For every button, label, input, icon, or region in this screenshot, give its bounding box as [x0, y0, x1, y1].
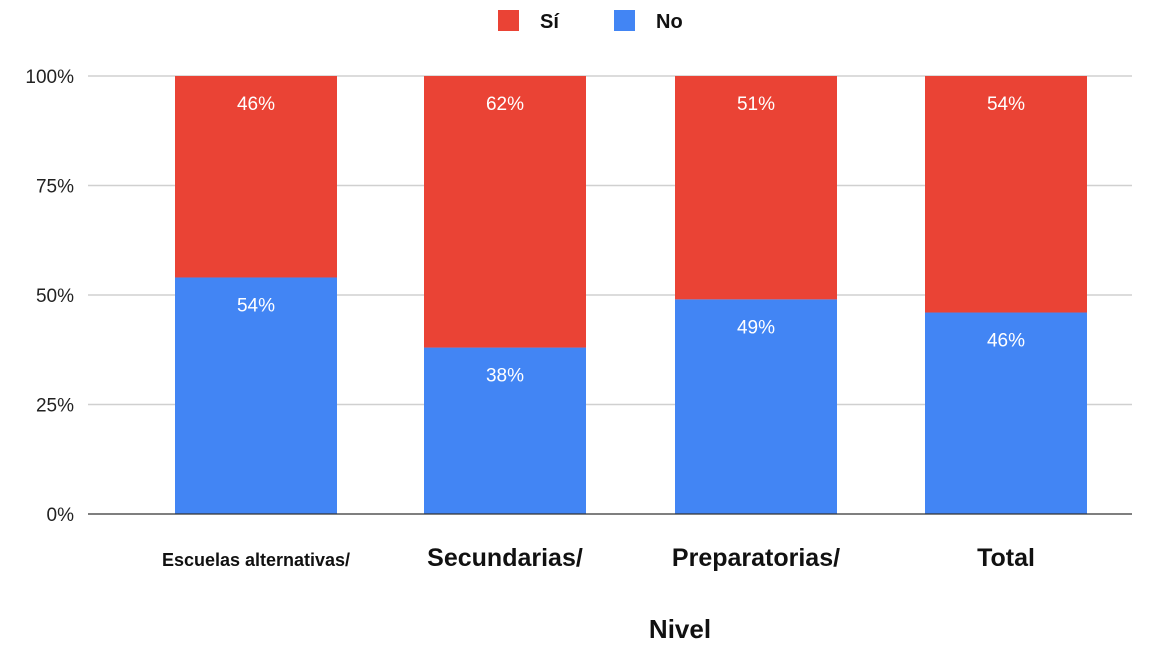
y-tick-label: 0%	[47, 505, 75, 526]
bar-segment-si	[675, 76, 837, 300]
x-tick-label: Secundarias/	[427, 544, 583, 572]
bars	[175, 76, 1087, 514]
x-tick-label: Escuelas alternativas/	[162, 550, 350, 570]
legend-swatch	[498, 10, 519, 31]
bar-segment-no	[675, 299, 837, 514]
bar-labels: 54% 46% 38% 62% 49% 51% 46% 54%	[237, 94, 1025, 387]
data-label: 54%	[237, 295, 275, 316]
bar-segment-no	[925, 312, 1087, 514]
data-label: 54%	[987, 94, 1025, 115]
x-tick-label: Total	[977, 544, 1035, 572]
data-label: 38%	[486, 366, 524, 387]
data-label: 46%	[237, 94, 275, 115]
legend-label: Sí	[540, 11, 560, 33]
legend-swatch	[614, 10, 635, 31]
y-tick-label: 25%	[36, 396, 74, 417]
data-label: 51%	[737, 94, 775, 115]
data-label: 49%	[737, 317, 775, 338]
y-tick-label: 75%	[36, 177, 74, 198]
bar-segment-si	[424, 76, 586, 348]
bar-segment-si	[925, 76, 1087, 313]
y-tick-label: 100%	[25, 67, 74, 88]
x-tick-label: Preparatorias/	[672, 544, 840, 572]
y-tick-label: 50%	[36, 286, 74, 307]
data-label: 62%	[486, 94, 524, 115]
axes: 0% 25% 50% 75% 100% Escuelas alternativas/Sec…	[25, 67, 1132, 572]
legend-label: No	[656, 11, 683, 33]
bar-segment-no	[175, 277, 337, 514]
legend: Sí No	[498, 10, 683, 33]
data-label: 46%	[987, 331, 1025, 352]
x-axis-title: Nivel	[649, 614, 711, 644]
bar-segment-si	[175, 76, 337, 278]
bar-segment-no	[424, 347, 586, 514]
